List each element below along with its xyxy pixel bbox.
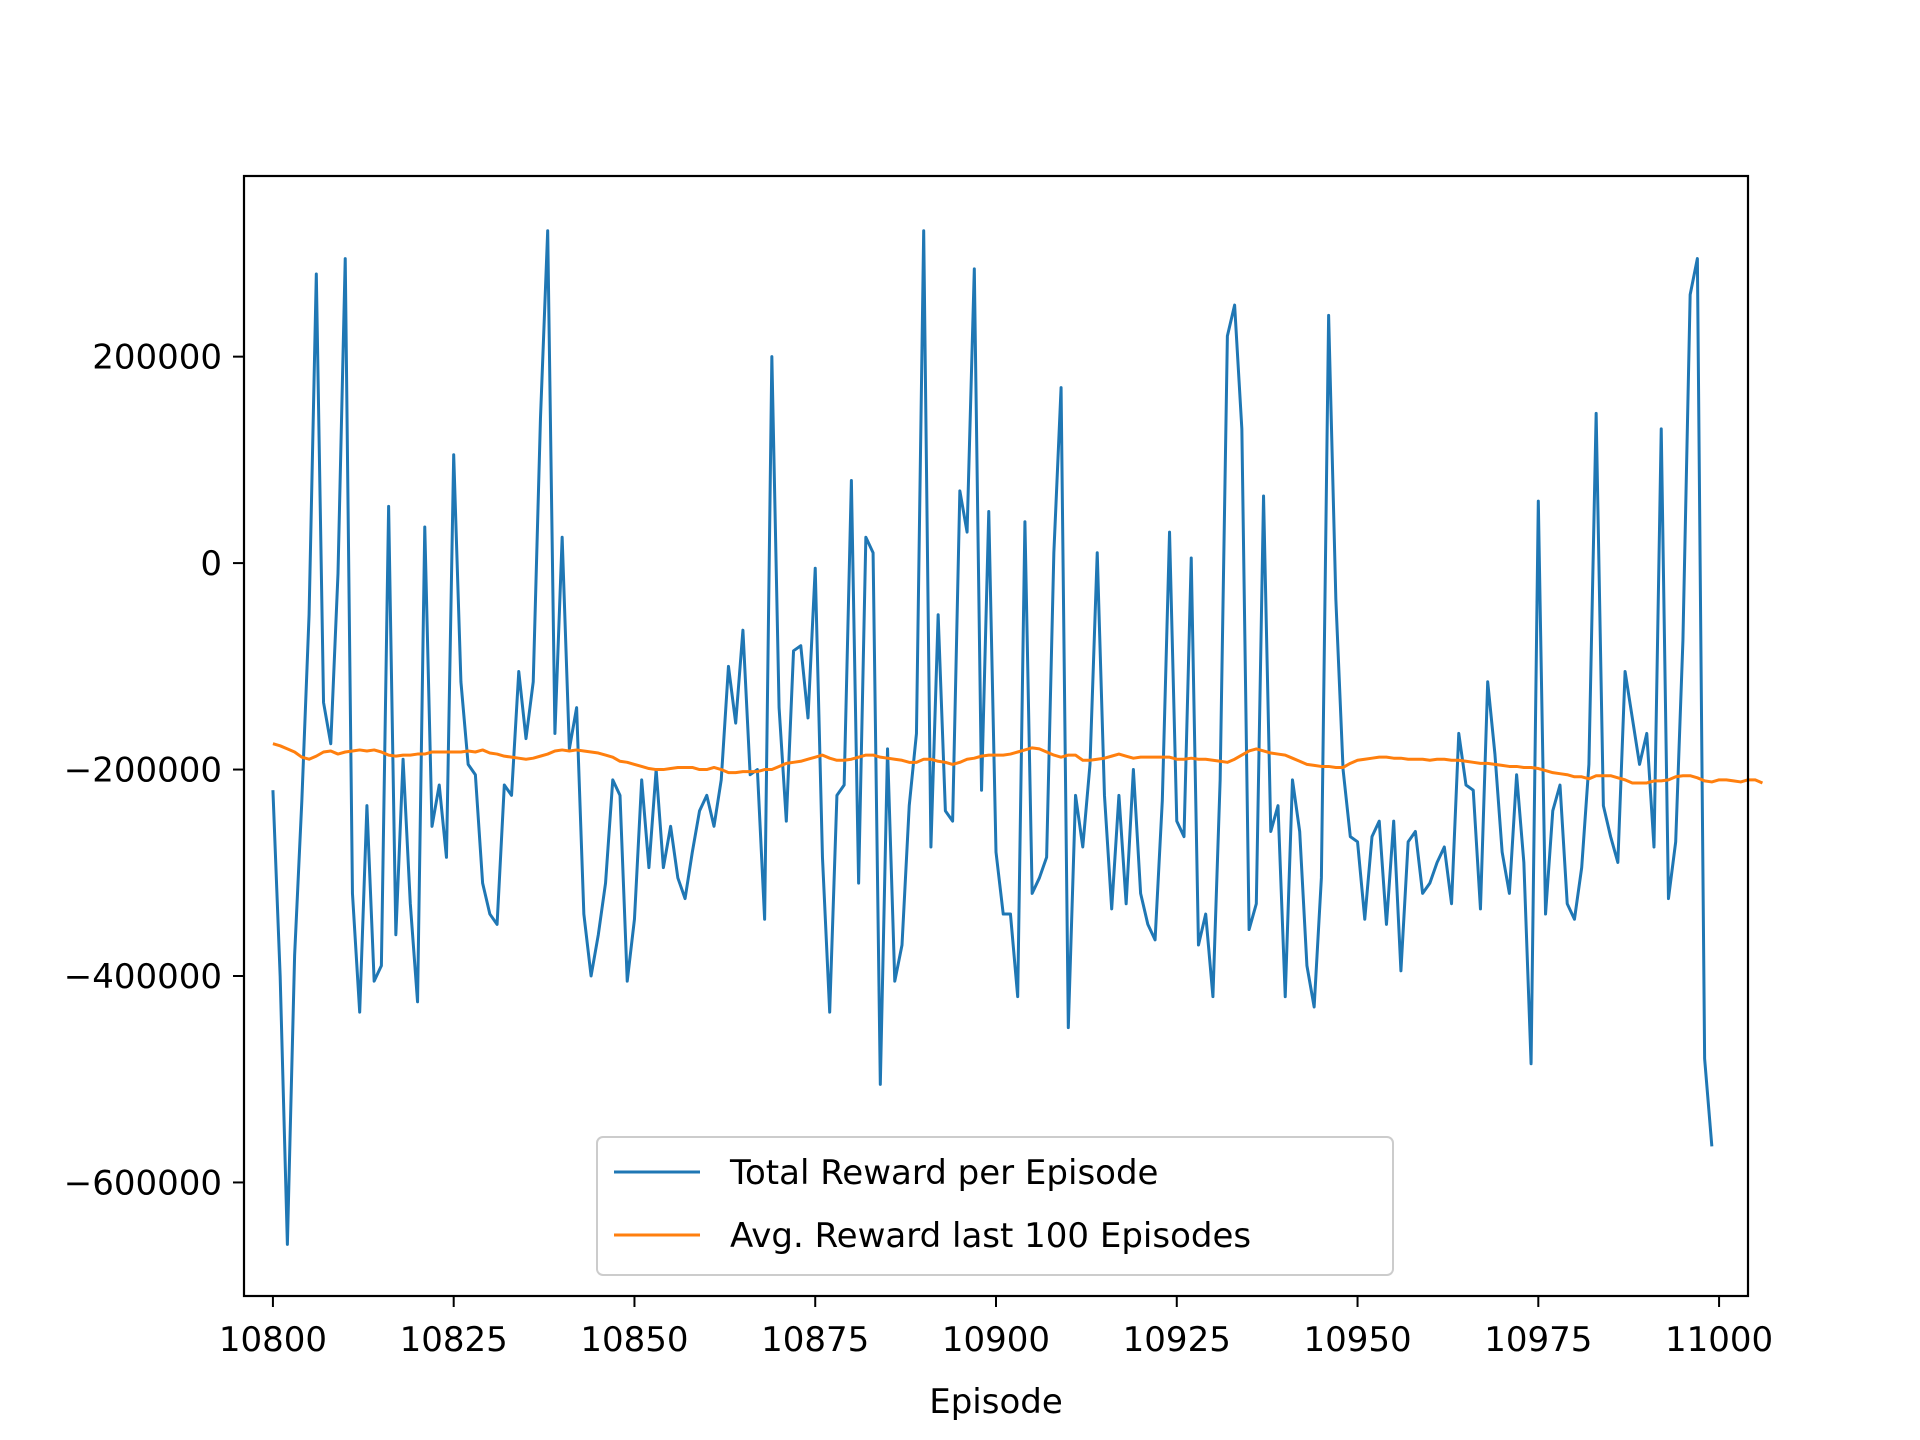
legend-box bbox=[596, 1136, 1394, 1276]
y-tick-label: 0 bbox=[200, 544, 222, 584]
x-tick-label: 10875 bbox=[761, 1320, 869, 1360]
y-tick-label: −200000 bbox=[64, 751, 222, 791]
total-reward-line bbox=[271, 229, 1714, 1246]
x-tick-label: 10850 bbox=[580, 1320, 688, 1360]
x-tick-label: 11000 bbox=[1665, 1320, 1773, 1360]
avg-reward-line bbox=[272, 742, 1764, 785]
plot-area bbox=[242, 174, 1764, 1298]
legend: Total Reward per Episode Avg. Reward las… bbox=[596, 1136, 1394, 1276]
y-axis: 200000 0 −200000 −400000 −600000 bbox=[64, 338, 244, 1203]
x-tick-label: 10950 bbox=[1303, 1320, 1411, 1360]
x-axis-title: Episode bbox=[929, 1382, 1063, 1422]
legend-label-total: Total Reward per Episode bbox=[729, 1153, 1158, 1193]
x-tick-label: 10975 bbox=[1484, 1320, 1592, 1360]
y-tick-label: −400000 bbox=[64, 957, 222, 997]
x-tick-label: 10925 bbox=[1123, 1320, 1231, 1360]
x-tick-label: 10900 bbox=[942, 1320, 1050, 1360]
y-tick-label: −600000 bbox=[64, 1163, 222, 1203]
x-axis: 10800 10825 10850 10875 10900 10925 10950 10975… bbox=[219, 1296, 1773, 1360]
x-tick-label: 10825 bbox=[400, 1320, 508, 1360]
x-tick-label: 10800 bbox=[219, 1320, 327, 1360]
y-tick-label: 200000 bbox=[92, 338, 222, 378]
series-lines bbox=[271, 229, 1764, 1246]
axes-background bbox=[244, 176, 1748, 1296]
legend-label-avg: Avg. Reward last 100 Episodes bbox=[730, 1216, 1251, 1256]
